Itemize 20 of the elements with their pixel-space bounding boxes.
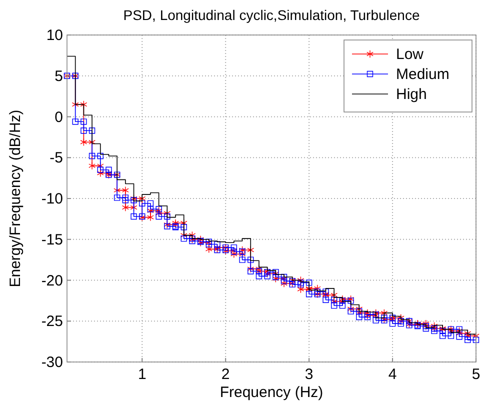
x-tick-label: 3 bbox=[304, 366, 314, 383]
x-axis-title: Frequency (Hz) bbox=[220, 384, 324, 401]
x-tick-label: 1 bbox=[138, 366, 146, 383]
chart-title: PSD, Longitudinal cyclic,Simulation, Turbulence bbox=[123, 7, 420, 23]
x-tick-label: 4 bbox=[388, 366, 397, 383]
y-tick-label: 0 bbox=[54, 108, 63, 126]
y-tick-label: 5 bbox=[54, 68, 63, 85]
y-tick-label: 10 bbox=[46, 27, 63, 44]
x-tick-label: 5 bbox=[472, 366, 480, 383]
y-tick-label: -20 bbox=[41, 272, 63, 290]
x-tick-label: 2 bbox=[221, 366, 230, 383]
legend-label: High bbox=[396, 86, 427, 103]
y-tick-label: -15 bbox=[41, 231, 63, 248]
legend-label: Medium bbox=[396, 66, 450, 83]
y-tick-label: -10 bbox=[41, 190, 63, 208]
y-tick-label: -5 bbox=[50, 150, 63, 167]
y-axis-title: Energy/Frequency (dB/Hz) bbox=[7, 110, 24, 288]
y-tick-label: -25 bbox=[41, 313, 63, 330]
legend-label: Low bbox=[396, 46, 424, 63]
y-tick-label: -30 bbox=[41, 354, 63, 371]
